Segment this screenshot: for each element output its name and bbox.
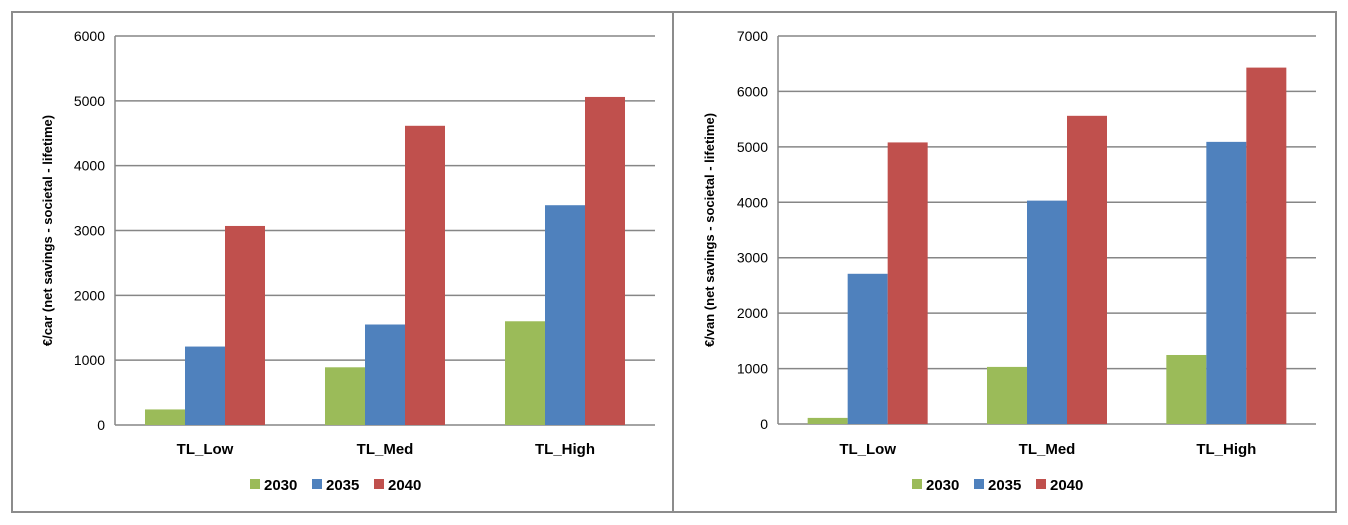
y-tick-label: 1000	[74, 352, 105, 368]
y-tick-label: 0	[760, 416, 768, 432]
legend-swatch-2040	[1036, 479, 1046, 489]
legend-swatch-2035	[312, 479, 322, 489]
bar-2040-TL_High	[585, 96, 625, 426]
bar-2035-TL_Med	[365, 324, 405, 425]
x-category-label: TL_Low	[177, 441, 234, 458]
legend-swatch-2030	[250, 479, 260, 489]
bar-2040-TL_Low	[225, 225, 265, 425]
legend-label: 2040	[1050, 477, 1083, 494]
y-tick-label: 2000	[737, 305, 768, 321]
x-category-label: TL_Med	[1019, 441, 1076, 458]
legend-swatch-2040	[374, 479, 384, 489]
legend-label: 2035	[988, 477, 1021, 494]
y-tick-label: 6000	[737, 83, 768, 99]
legend-label: 2030	[926, 477, 959, 494]
legend-label: 2030	[264, 477, 297, 494]
legend-swatch-2035	[974, 479, 984, 489]
bar-2040-TL_Low	[887, 142, 928, 424]
x-category-label: TL_High	[535, 441, 595, 458]
y-tick-label: 3000	[737, 250, 768, 266]
x-category-label: TL_Low	[839, 441, 896, 458]
bar-2030-TL_Med	[325, 367, 365, 425]
legend-label: 2035	[326, 477, 359, 494]
bar-2030-TL_Low	[807, 417, 848, 424]
bar-2035-TL_Med	[1027, 200, 1067, 424]
y-axis-title: €/van (net savings - societal - lifetime…	[702, 113, 717, 347]
y-tick-label: 6000	[74, 28, 105, 44]
bar-2035-TL_Low	[847, 273, 888, 424]
y-tick-label: 7000	[737, 28, 768, 44]
legend-swatch-2030	[912, 479, 922, 489]
y-tick-label: 4000	[74, 158, 105, 174]
y-axis-title: €/car (net savings - societal - lifetime…	[40, 115, 55, 346]
y-tick-label: 5000	[737, 139, 768, 155]
y-tick-label: 2000	[74, 287, 105, 303]
x-category-label: TL_High	[1196, 441, 1256, 458]
bar-2035-TL_High	[545, 205, 585, 425]
bar-2030-TL_Low	[145, 409, 185, 425]
x-category-label: TL_Med	[357, 441, 414, 458]
y-tick-label: 0	[97, 417, 105, 433]
bar-2030-TL_High	[505, 321, 545, 425]
bar-2035-TL_Low	[185, 346, 225, 425]
y-tick-label: 3000	[74, 223, 105, 239]
bar-2030-TL_High	[1166, 354, 1207, 424]
y-tick-label: 5000	[74, 93, 105, 109]
y-tick-label: 4000	[737, 194, 768, 210]
y-tick-label: 1000	[737, 361, 768, 377]
bar-2030-TL_Med	[987, 366, 1027, 424]
bar-2040-TL_Med	[405, 125, 445, 426]
bar-2040-TL_Med	[1067, 115, 1107, 425]
bar-2035-TL_High	[1206, 141, 1247, 424]
legend-label: 2040	[388, 477, 421, 494]
bar-2040-TL_High	[1246, 67, 1287, 424]
